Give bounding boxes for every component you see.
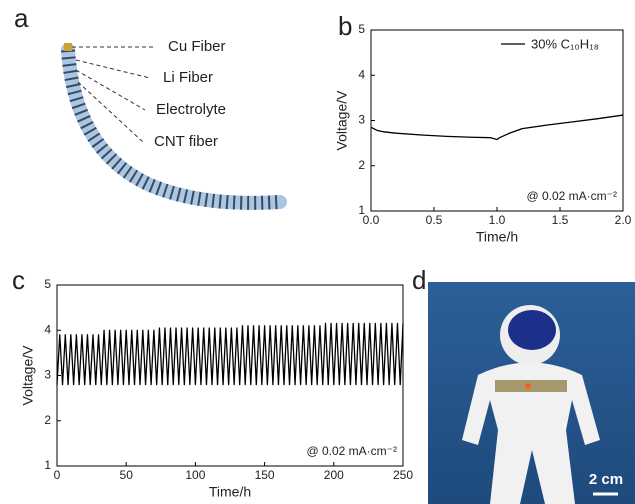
x-axis-label: Time/h — [476, 229, 518, 245]
x-tick-label: 200 — [324, 468, 344, 482]
x-tick-label: 50 — [120, 468, 134, 482]
y-tick-label: 4 — [44, 322, 51, 336]
panel-label: c — [12, 265, 25, 295]
annotation: @ 0.02 mA·cm⁻² — [526, 189, 617, 203]
y-tick-label: 5 — [44, 277, 51, 291]
y-axis-label: Voltage/V — [20, 345, 36, 406]
legend-label: 30% C₁₀H₁₈ — [531, 36, 599, 51]
x-tick-label: 1.0 — [489, 213, 506, 227]
y-tick-label: 4 — [358, 67, 365, 81]
fiber-diagram: Cu Fiber Li Fiber Electrolyte CNT fiber — [61, 38, 287, 210]
panel-label: a — [14, 3, 29, 33]
annotation: @ 0.02 mA·cm⁻² — [306, 444, 397, 458]
series-line — [56, 322, 404, 386]
y-tick-label: 2 — [44, 413, 51, 427]
panel-label: d — [412, 265, 426, 295]
x-tick-label: 0.5 — [426, 213, 443, 227]
x-tick-label: 250 — [393, 468, 413, 482]
diagram-label: CNT fiber — [154, 133, 218, 150]
diagram-label: Electrolyte — [156, 101, 226, 118]
panel-label: b — [338, 11, 352, 41]
y-tick-label: 1 — [358, 203, 365, 217]
y-axis-label: Voltage/V — [334, 90, 350, 151]
x-tick-label: 150 — [255, 468, 275, 482]
series-line — [370, 114, 624, 141]
y-tick-label: 1 — [44, 458, 51, 472]
scale-bar-label: 2 cm — [589, 471, 623, 488]
x-tick-label: 0.0 — [363, 213, 380, 227]
y-tick-label: 2 — [358, 158, 365, 172]
x-tick-label: 100 — [185, 468, 205, 482]
x-tick-label: 2.0 — [615, 213, 632, 227]
y-tick-label: 3 — [358, 113, 365, 127]
x-tick-label: 0 — [54, 468, 61, 482]
y-tick-label: 3 — [44, 368, 51, 382]
diagram-label: Cu Fiber — [168, 38, 226, 55]
x-axis-label: Time/h — [209, 484, 251, 500]
diagram-label: Li Fiber — [163, 69, 213, 86]
photo: 2 cm — [428, 282, 635, 504]
y-tick-label: 5 — [358, 22, 365, 36]
x-tick-label: 1.5 — [552, 213, 569, 227]
